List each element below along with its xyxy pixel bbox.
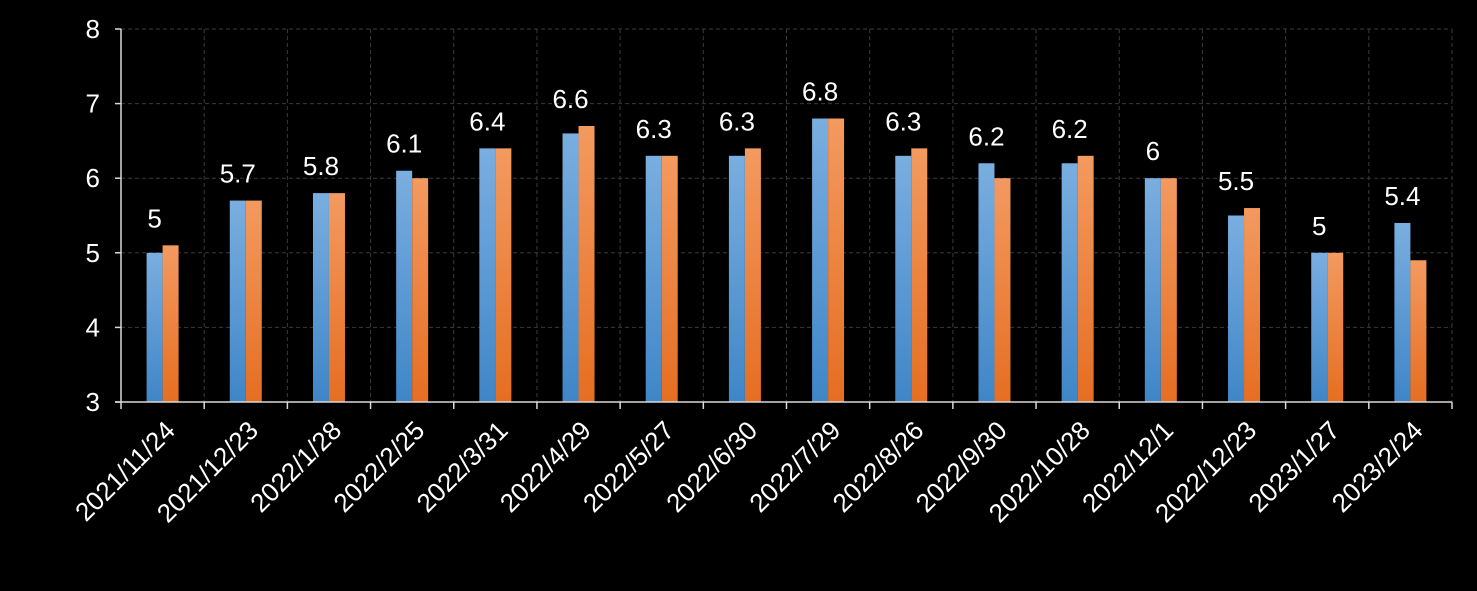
data-label: 5.5 [1218, 166, 1254, 196]
bar-series-1 [562, 133, 579, 402]
bar-series-2 [744, 148, 761, 402]
x-tick-label: 2022/5/27 [577, 415, 680, 518]
data-label: 6.3 [719, 106, 755, 136]
labels-layer: 5 5.7 5.8 6.1 6.4 6.6 6.3 6.3 6.8 6.3 6.2 6.2 6 5.5 5 5… [147, 77, 1420, 241]
y-tick-label: 5 [86, 238, 100, 268]
bar-series-2 [412, 178, 429, 402]
data-label: 6.2 [1052, 114, 1088, 144]
bar-series-1 [978, 163, 995, 402]
bar-series-2 [162, 245, 179, 402]
y-tick-label: 3 [86, 387, 100, 417]
x-tick-label: 2022/4/29 [494, 415, 597, 518]
y-tick-label: 4 [86, 312, 100, 342]
bar-series-1 [229, 200, 246, 402]
bar-series-2 [911, 148, 928, 402]
bar-series-1 [1311, 252, 1328, 402]
x-tick-label: 2023/2/24 [1326, 415, 1429, 518]
bar-series-1 [1144, 178, 1161, 402]
bar-series-1 [812, 118, 829, 403]
data-label: 5.8 [303, 151, 339, 181]
bar-series-2 [1327, 252, 1344, 402]
bar-series-2 [828, 118, 845, 403]
bar-series-1 [396, 170, 413, 402]
data-label: 6.8 [802, 77, 838, 107]
data-label: 6.2 [968, 121, 1004, 151]
bar-series-1 [1394, 222, 1411, 402]
x-tick-label: 2022/3/31 [411, 415, 514, 518]
x-tick-label: 2022/7/29 [743, 415, 846, 518]
bar-series-1 [1061, 163, 1078, 402]
data-label: 6.1 [386, 129, 422, 159]
data-label: 6 [1146, 136, 1160, 166]
x-tick-label: 2022/1/28 [244, 415, 347, 518]
data-label: 5.4 [1384, 181, 1420, 211]
bar-series-2 [495, 148, 512, 402]
bar-series-1 [728, 155, 745, 402]
bar-series-2 [328, 193, 345, 402]
y-tick-label: 7 [86, 89, 100, 119]
y-tick-label: 8 [86, 14, 100, 44]
y-tick-label: 6 [86, 163, 100, 193]
bar-series-2 [1160, 178, 1177, 402]
bar-series-1 [1228, 215, 1245, 402]
bar-series-2 [1077, 155, 1094, 402]
bar-series-2 [1244, 208, 1261, 402]
x-tick-label: 2022/6/30 [660, 415, 763, 518]
x-tick-label: 2022/2/25 [327, 415, 430, 518]
data-label: 5 [1312, 211, 1326, 241]
bar-series-1 [645, 155, 662, 402]
data-label: 6.3 [885, 106, 921, 136]
x-tick-label: 2022/8/26 [827, 415, 930, 518]
bar-series-1 [312, 193, 329, 402]
data-label: 5.7 [220, 159, 256, 189]
bars-layer [146, 118, 1427, 403]
data-label: 6.4 [469, 106, 505, 136]
bar-series-2 [245, 200, 262, 402]
data-label: 5 [147, 203, 161, 233]
bar-series-2 [661, 155, 678, 402]
bar-series-1 [895, 155, 912, 402]
bar-series-2 [578, 125, 595, 402]
data-label: 6.3 [636, 114, 672, 144]
bar-series-2 [1410, 260, 1427, 402]
bar-series-2 [994, 178, 1011, 402]
data-label: 6.6 [552, 84, 588, 114]
bar-series-1 [146, 252, 163, 402]
x-tick-label: 2023/1/27 [1242, 415, 1345, 518]
bar-series-1 [479, 148, 496, 402]
